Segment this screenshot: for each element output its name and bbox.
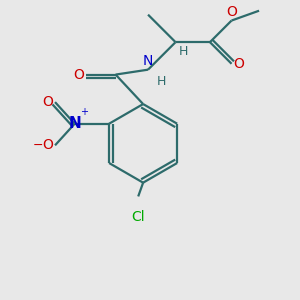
Text: O: O	[226, 4, 237, 19]
Text: H: H	[157, 75, 166, 88]
Text: N: N	[143, 54, 153, 68]
Text: O: O	[73, 68, 84, 82]
Text: Cl: Cl	[131, 210, 145, 224]
Text: O: O	[233, 57, 244, 71]
Text: −: −	[33, 139, 43, 152]
Text: +: +	[80, 107, 88, 117]
Text: H: H	[178, 45, 188, 58]
Text: N: N	[68, 116, 81, 131]
Text: O: O	[42, 138, 53, 152]
Text: O: O	[42, 95, 53, 109]
